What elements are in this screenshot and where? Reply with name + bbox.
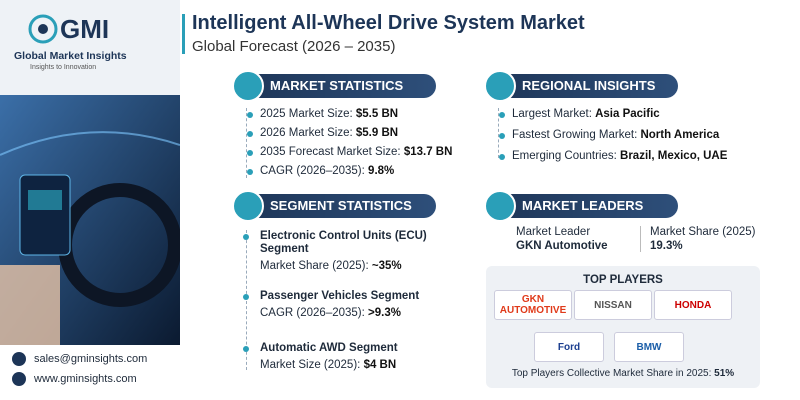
stat-value: $5.9 BN	[355, 127, 399, 139]
divider	[640, 226, 641, 252]
leader-name: GKN Automotive	[516, 240, 608, 252]
bullet	[243, 294, 249, 300]
timeline	[246, 230, 248, 370]
stat-item: CAGR (2026–2035): >9.3%	[260, 307, 401, 319]
section-heading: SEGMENT STATISTICS	[232, 190, 436, 222]
heading-text: MARKET LEADERS	[522, 198, 644, 213]
player-logo: Ford	[534, 332, 604, 362]
stat-item: Largest Market: Asia Pacific	[512, 108, 660, 120]
stat-value: North America	[640, 129, 720, 141]
subtitle: Global Forecast (2026 – 2035)	[192, 38, 396, 55]
player-logo: GKN AUTOMOTIVE	[494, 290, 572, 320]
stat-label: Emerging Countries:	[512, 150, 617, 162]
logo-sub: Global Market Insights	[14, 50, 127, 62]
top-players-box	[486, 266, 760, 388]
stat-item: Fastest Growing Market: North America	[512, 129, 719, 141]
logo-tagline: Insights to Innovation	[30, 64, 97, 71]
stat-value: >9.3%	[368, 307, 401, 319]
player-logo: HONDA	[654, 290, 732, 320]
stat-value: Brazil, Mexico, UAE	[620, 150, 728, 162]
section-heading: MARKET LEADERS	[484, 190, 678, 222]
bullet	[499, 154, 505, 160]
stat-item: Market Share (2025): ~35%	[260, 260, 402, 272]
stat-label: 2025 Market Size:	[260, 108, 353, 120]
stat-item: Market Size (2025): $4 BN	[260, 359, 396, 371]
bullet	[499, 112, 505, 118]
stat-label: CAGR (2026–2035):	[260, 165, 365, 177]
footer-value: 51%	[714, 368, 735, 379]
stat-label: 2026 Market Size:	[260, 127, 353, 139]
footer-label: Top Players Collective Market Share in 2…	[511, 368, 712, 379]
bullet	[243, 346, 249, 352]
email-icon	[12, 352, 26, 366]
segment-name: Electronic Control Units (ECU) Segment	[260, 230, 427, 255]
player-logo: NISSAN	[574, 290, 652, 320]
car-interior-image	[0, 95, 180, 345]
timeline	[246, 108, 248, 178]
heading-text: MARKET STATISTICS	[270, 78, 404, 93]
bullet	[247, 112, 253, 118]
stat-value: $4 BN	[363, 359, 397, 371]
bullet	[243, 234, 249, 240]
stat-value: Asia Pacific	[595, 108, 660, 120]
section-heading: REGIONAL INSIGHTS	[484, 70, 678, 102]
top-players-heading: TOP PLAYERS	[583, 274, 663, 286]
share-label: Market Share (2025)	[650, 226, 756, 238]
leader-label: Market Leader	[516, 226, 591, 238]
share-value: 19.3%	[650, 240, 683, 252]
segment-name: Passenger Vehicles Segment	[260, 290, 420, 302]
email: sales@gminsights.com	[34, 353, 148, 365]
title: Intelligent All-Wheel Drive System Marke…	[192, 12, 585, 34]
top-players-footer: Top Players Collective Market Share in 2…	[486, 368, 760, 379]
stat-item: Emerging Countries: Brazil, Mexico, UAE	[512, 150, 727, 162]
stat-value: $5.5 BN	[355, 108, 399, 120]
stat-label: Market Size (2025):	[260, 359, 361, 371]
stat-label: Market Share (2025):	[260, 260, 369, 272]
contact-area	[0, 345, 180, 400]
stat-item: CAGR (2026–2035): 9.8%	[260, 165, 394, 177]
stat-item: 2025 Market Size: $5.5 BN	[260, 108, 398, 120]
bullet	[247, 131, 253, 137]
bullet	[247, 169, 253, 175]
bullet	[247, 150, 253, 156]
stat-label: Fastest Growing Market:	[512, 129, 638, 141]
segment-name: Automatic AWD Segment	[260, 342, 398, 354]
stat-item: 2026 Market Size: $5.9 BN	[260, 127, 398, 139]
heading-text: SEGMENT STATISTICS	[270, 198, 412, 213]
heading-text: REGIONAL INSIGHTS	[522, 78, 656, 93]
timeline	[498, 108, 500, 158]
stat-label: 2035 Forecast Market Size:	[260, 146, 401, 158]
stat-item: 2035 Forecast Market Size: $13.7 BN	[260, 146, 452, 158]
stat-label: Largest Market:	[512, 108, 592, 120]
player-logo: BMW	[614, 332, 684, 362]
logo-name: GMI	[60, 14, 110, 44]
stat-value: $13.7 BN	[403, 146, 453, 158]
bullet	[499, 133, 505, 139]
stat-label: CAGR (2026–2035):	[260, 307, 365, 319]
stat-value: ~35%	[371, 260, 402, 272]
title-accent	[182, 14, 185, 54]
section-heading: MARKET STATISTICS	[232, 70, 436, 102]
website: www.gminsights.com	[34, 373, 137, 385]
logo-icon	[28, 14, 58, 44]
stat-value: 9.8%	[368, 165, 395, 177]
web-icon	[12, 372, 26, 386]
